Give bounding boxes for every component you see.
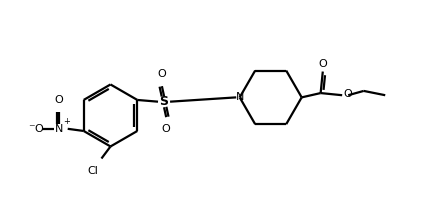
Text: O: O xyxy=(162,124,171,134)
Text: Cl: Cl xyxy=(88,166,99,175)
Text: +: + xyxy=(64,117,70,126)
Text: ⁻: ⁻ xyxy=(28,122,35,135)
Text: N: N xyxy=(235,92,244,102)
Text: O: O xyxy=(158,69,166,79)
Text: N: N xyxy=(55,124,64,134)
Text: O: O xyxy=(55,95,64,104)
Text: O: O xyxy=(318,59,327,69)
Text: S: S xyxy=(159,95,168,108)
Text: O: O xyxy=(34,124,43,134)
Text: O: O xyxy=(344,89,353,99)
